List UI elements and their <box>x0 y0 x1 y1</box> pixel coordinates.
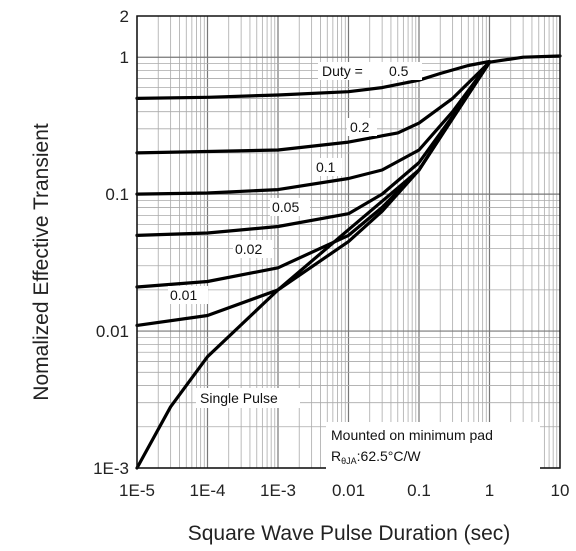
duty-label-group: Duty = 0.5 <box>318 62 422 80</box>
curves <box>135 54 562 470</box>
series-line <box>135 60 492 155</box>
series-label-0.2: 0.2 <box>350 119 370 135</box>
note-mounted: Mounted on minimum pad <box>331 427 493 443</box>
y-tick-label: 0.01 <box>96 322 129 341</box>
x-tick-label: 0.01 <box>332 481 365 500</box>
series-label-0.5: 0.5 <box>389 63 409 79</box>
tick-labels: 1E-5 1E-4 1E-3 0.01 0.1 1 10 1E-3 0.01 0.1 1 2 <box>93 7 569 500</box>
label-bg-0.01 <box>168 286 208 304</box>
series-label-single-pulse: Single Pulse <box>200 390 278 406</box>
x-tick-label: 1E-3 <box>260 481 296 500</box>
x-tick-label: 1E-4 <box>190 481 226 500</box>
series-label-0.05: 0.05 <box>272 199 299 215</box>
series-line <box>135 54 562 470</box>
series-label-0.01: 0.01 <box>170 287 197 303</box>
label-bg-0.2 <box>347 118 377 136</box>
label-bg-0.1 <box>314 158 342 176</box>
series-label-0.1: 0.1 <box>316 159 336 175</box>
x-tick-label: 1E-5 <box>119 481 155 500</box>
x-tick-label: 10 <box>551 481 570 500</box>
series-line <box>135 59 492 101</box>
note-bg <box>326 422 540 470</box>
x-tick-label: 0.1 <box>407 481 431 500</box>
series-label-0.02: 0.02 <box>235 241 262 257</box>
label-bg-0.02 <box>233 240 273 258</box>
y-tick-label: 2 <box>120 7 129 26</box>
duty-prefix-label: Duty = <box>322 63 363 79</box>
mounting-note: Mounted on minimum pad RθJA:62.5°C/W <box>326 422 540 470</box>
y-tick-label: 1E-3 <box>93 459 129 478</box>
note-rth: RθJA:62.5°C/W <box>331 448 421 466</box>
y-axis-title: Nomalized Effective Transient <box>30 123 53 401</box>
series-line <box>135 60 492 196</box>
y-tick-label: 1 <box>120 48 129 67</box>
duty-label-bg <box>318 62 422 80</box>
y-tick-label: 0.1 <box>105 185 129 204</box>
x-axis-title: Square Wave Pulse Duration (sec) <box>188 522 511 545</box>
x-tick-label: 1 <box>485 481 494 500</box>
label-bg-0.05 <box>270 198 310 216</box>
label-bg-single-pulse <box>196 388 300 408</box>
